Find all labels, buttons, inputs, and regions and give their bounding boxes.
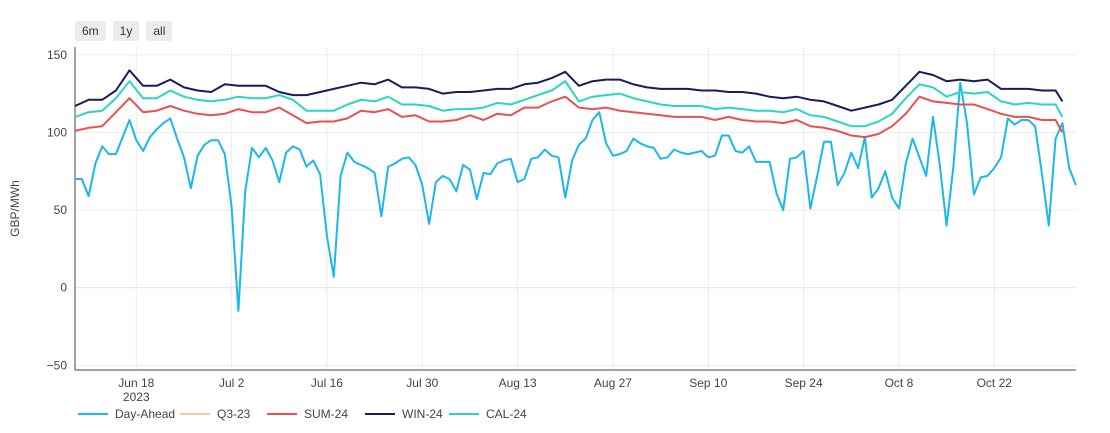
- x-tick-label: Sep 24: [785, 376, 823, 390]
- x-tick-label: Oct 22: [977, 376, 1013, 390]
- y-tick-label: 0: [60, 281, 67, 295]
- range-button-all[interactable]: all: [146, 21, 173, 41]
- grid-lines: [75, 47, 1076, 370]
- x-tick-label: Jul 2: [219, 376, 245, 390]
- series-line-day-ahead[interactable]: [75, 81, 1077, 312]
- legend-label: CAL-24: [486, 407, 527, 421]
- legend: Day-Ahead Q3-23 SUM-24 WIN-24 CAL-24: [78, 407, 527, 421]
- x-tick-label: Jul 30: [406, 376, 438, 390]
- legend-label: Day-Ahead: [115, 407, 175, 421]
- range-button-6m[interactable]: 6m: [75, 21, 106, 41]
- series-line-win-24[interactable]: [74, 69, 1064, 112]
- legend-item-win-24[interactable]: WIN-24: [365, 407, 443, 421]
- series-line-cal-24[interactable]: [74, 80, 1064, 128]
- x-tick-label: Oct 8: [885, 376, 914, 390]
- x-tick-label: Aug 27: [594, 376, 632, 390]
- axes: GBP/MWh −50 0 50 100 150 Jun 18 Jul 2 Jul 16 Jul…: [8, 47, 1076, 404]
- x-tick-label: Jul 16: [311, 376, 343, 390]
- series-line-sum-24[interactable]: [74, 95, 1064, 139]
- legend-item-cal-24[interactable]: CAL-24: [449, 407, 527, 421]
- x-tick-label: Aug 13: [499, 376, 537, 390]
- legend-label: Q3-23: [217, 407, 251, 421]
- legend-item-q3-23[interactable]: Q3-23: [180, 407, 251, 421]
- range-selector: 6m 1y all: [75, 21, 173, 41]
- plot-area: [74, 69, 1077, 312]
- legend-label: SUM-24: [304, 407, 348, 421]
- y-axis-label: GBP/MWh: [8, 180, 22, 237]
- y-tick-label: −50: [47, 358, 68, 372]
- x-tick-label: Sep 10: [689, 376, 727, 390]
- y-tick-label: 50: [54, 203, 68, 217]
- range-button-1y[interactable]: 1y: [112, 21, 140, 41]
- legend-item-day-ahead[interactable]: Day-Ahead: [78, 407, 175, 421]
- x-year-label: 2023: [123, 390, 150, 404]
- x-tick-label: Jun 18: [118, 376, 154, 390]
- legend-label: WIN-24: [402, 407, 443, 421]
- y-tick-label: 150: [47, 48, 67, 62]
- y-tick-label: 100: [47, 125, 67, 139]
- legend-item-sum-24[interactable]: SUM-24: [267, 407, 348, 421]
